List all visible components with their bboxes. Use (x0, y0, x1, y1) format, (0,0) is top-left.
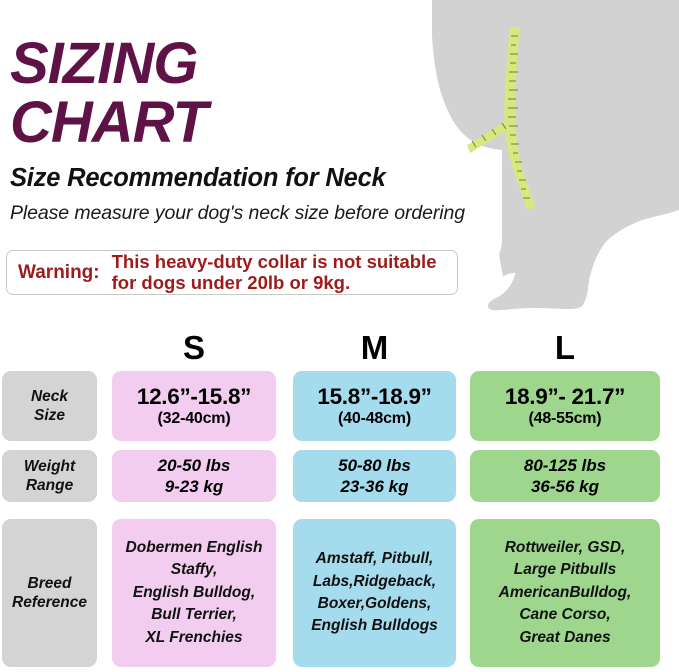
instruction-text: Please measure your dog's neck size befo… (10, 202, 465, 225)
measuring-tape-icon (504, 27, 535, 210)
cell-weight-range-s: 20-50 lbs 9-23 kg (112, 450, 276, 502)
header-block: SIZING CHART Size Recommendation for Nec… (0, 0, 470, 225)
cell-neck-size-s: 12.6”-15.8” (32-40cm) (112, 371, 276, 441)
cell-breed-reference-s: Dobermen English Staffy, English Bulldog… (112, 519, 276, 667)
cell-weight-range-m: 50-80 lbs 23-36 kg (293, 450, 456, 502)
dog-paw-icon (487, 180, 585, 311)
page-title-line2: CHART (10, 90, 208, 156)
cell-neck-size-m-inches: 15.8”-18.9” (317, 383, 432, 409)
row-label-weight-range: Weight Range (2, 450, 97, 502)
cell-weight-range-m-kg: 23-36 kg (340, 477, 409, 497)
cell-breed-reference-l-text: Rottweiler, GSD, Large Pitbulls American… (498, 538, 632, 646)
subtitle: Size Recommendation for Neck (10, 164, 386, 193)
cell-weight-range-l-lbs: 80-125 lbs (523, 455, 607, 475)
cell-breed-reference-m-text: Amstaff, Pitbull, Labs,Ridgeback, Boxer,… (311, 550, 438, 635)
row-label-breed-reference-text: Breed Reference (12, 574, 87, 611)
table-row-breed-reference: Breed Reference Dobermen English Staffy,… (0, 519, 679, 667)
cell-neck-size-m-cm: (40-48cm) (338, 409, 411, 427)
cell-breed-reference-s-text: Dobermen English Staffy, English Bulldog… (125, 538, 263, 646)
cell-weight-range-l-kg: 36-56 kg (530, 477, 600, 497)
cell-neck-size-l-cm: (48-55cm) (528, 409, 602, 427)
cell-weight-range-m-lbs: 50-80 lbs (338, 455, 411, 475)
measuring-tape-branch-icon (467, 120, 510, 153)
warning-box: Warning: This heavy-duty collar is not s… (6, 250, 458, 295)
cell-weight-range-s-lbs: 20-50 lbs (157, 455, 231, 475)
cell-breed-reference-l: Rottweiler, GSD, Large Pitbulls American… (470, 519, 660, 667)
table-row-weight-range: Weight Range 20-50 lbs 9-23 kg 50-80 lbs… (0, 450, 679, 502)
size-header-s: S (182, 329, 205, 366)
cell-neck-size-s-inches: 12.6”-15.8” (136, 383, 252, 409)
measuring-tape-ticks (471, 35, 530, 199)
table-row-neck-size: Neck Size 12.6”-15.8” (32-40cm) 15.8”-18… (0, 371, 679, 441)
row-label-neck-size-text: Neck Size (30, 387, 69, 424)
size-header-l: L (554, 329, 576, 366)
cell-breed-reference-m: Amstaff, Pitbull, Labs,Ridgeback, Boxer,… (293, 519, 456, 667)
cell-neck-size-l-inches: 18.9”- 21.7” (504, 383, 626, 409)
cell-neck-size-l: 18.9”- 21.7” (48-55cm) (470, 371, 660, 441)
cell-neck-size-m: 15.8”-18.9” (40-48cm) (293, 371, 456, 441)
row-label-breed-reference: Breed Reference (2, 519, 97, 667)
row-label-neck-size: Neck Size (2, 371, 97, 441)
row-label-weight-range-text: Weight Range (23, 457, 76, 494)
page-title: SIZING CHART (0, 0, 470, 156)
page-title-line1: SIZING (10, 31, 198, 96)
size-header-m: M (360, 329, 389, 366)
warning-label: Warning: (18, 261, 100, 283)
size-header-row: S M L (0, 331, 679, 365)
cell-weight-range-l: 80-125 lbs 36-56 kg (470, 450, 660, 502)
cell-weight-range-s-kg: 9-23 kg (164, 477, 224, 497)
cell-neck-size-s-cm: (32-40cm) (157, 409, 231, 427)
warning-message: This heavy-duty collar is not suitable f… (111, 250, 437, 293)
dog-silhouette-illustration (432, 0, 679, 320)
